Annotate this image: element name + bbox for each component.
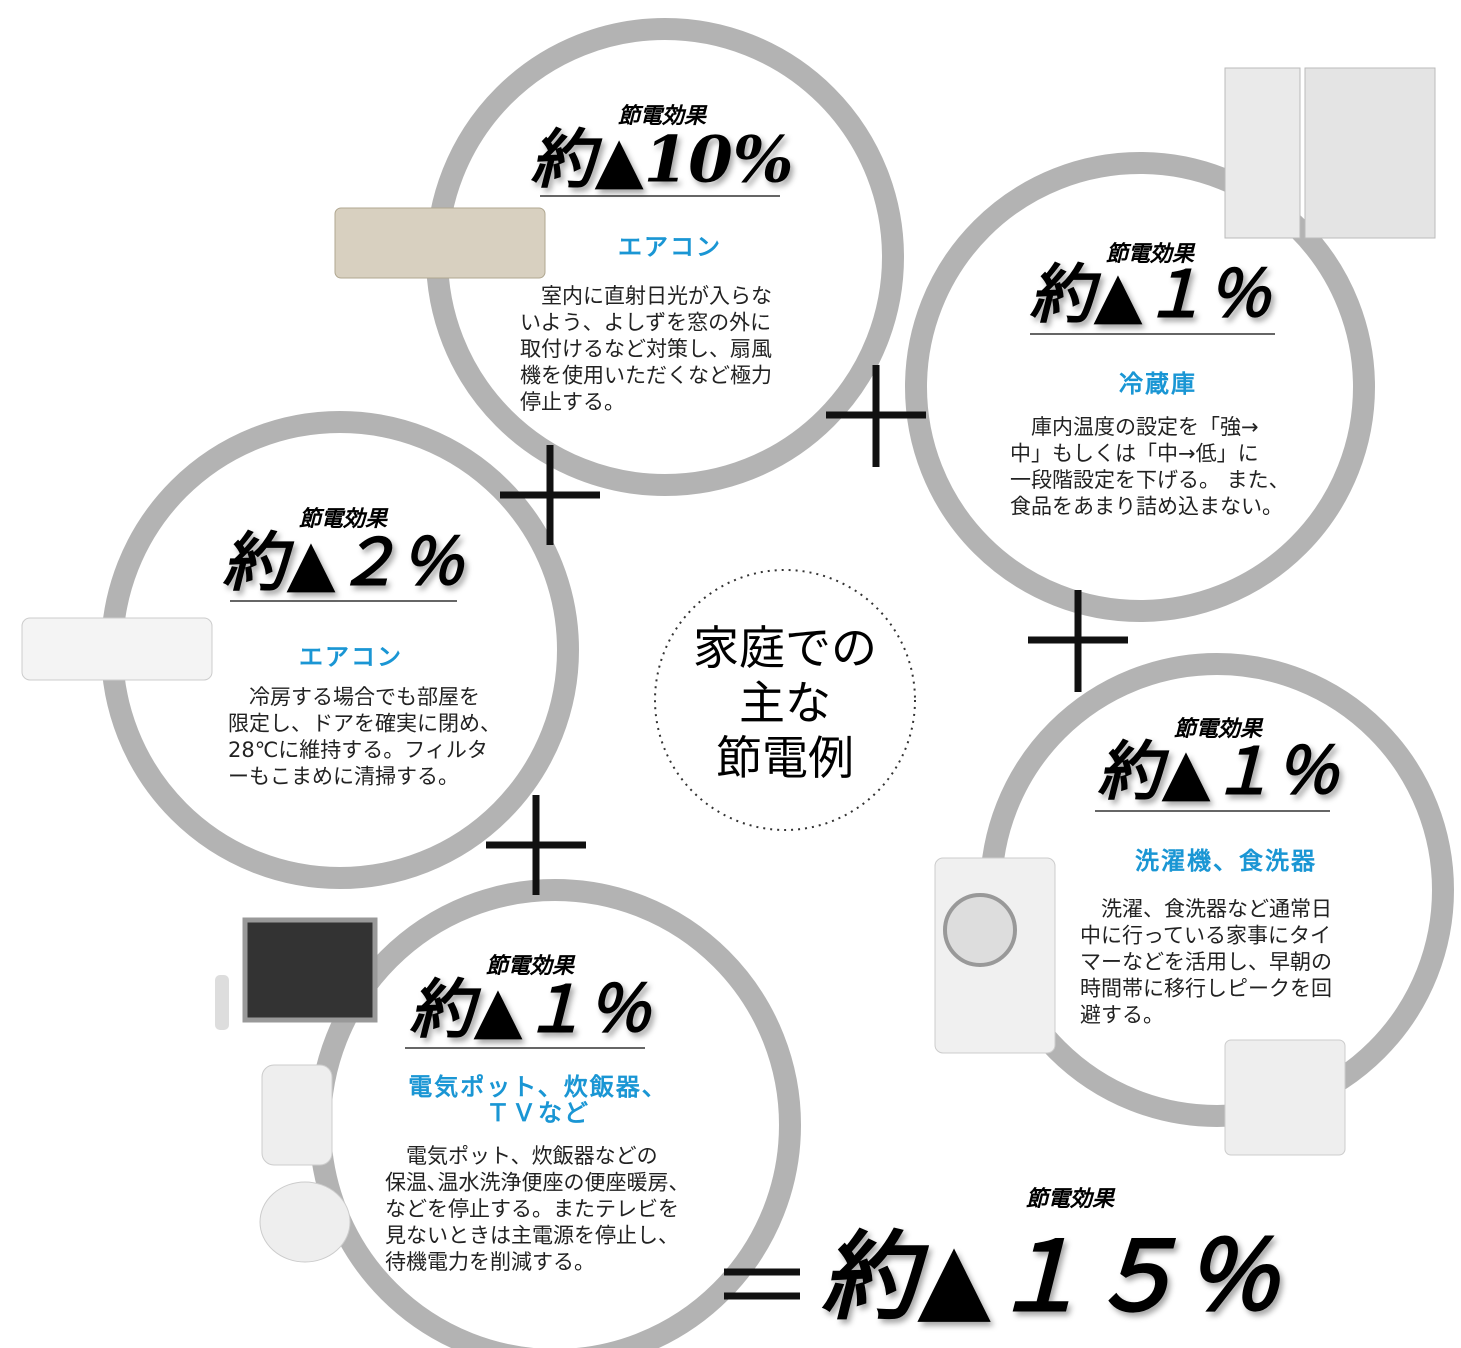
category: 冷蔵庫 [1119,370,1197,398]
category: エアコン [618,233,722,261]
description-line: 限定し、ドアを確実に閉め、 [228,712,501,736]
washer-door [945,895,1015,965]
rice-cooker-image [260,1182,350,1262]
description-line: 中に行っている家事にタイ [1080,924,1331,948]
fridge-image [1225,68,1300,238]
description-line: 電気ポット、炊飯器などの [385,1144,658,1168]
aircon-image [335,208,545,278]
dishwasher-image [1225,1040,1345,1155]
pot-image [262,1065,332,1165]
effect-value: 約▲１％ [409,973,652,1048]
description-line: マーなどを活用し、早朝の [1080,950,1332,974]
remote-image [215,975,229,1030]
effect-value: 約▲２％ [222,526,465,601]
category: 電気ポット、炊飯器、 [408,1073,668,1101]
center-title: 節電例 [716,731,854,785]
description-line: 保温､温水洗浄便座の便座暖房、 [385,1171,690,1195]
category: ＴＶなど [486,1099,590,1127]
aircon-image [22,618,212,680]
description-line: 冷房する場合でも部屋を [228,685,480,709]
effect-value: 約▲10% [530,123,793,198]
category: 洗濯機、食洗器 [1135,847,1317,875]
description-line: 洗濯、食洗器など通常日 [1080,897,1332,921]
description-line: 待機電力を削減する。 [385,1250,595,1274]
description-line: 停止する。 [520,390,625,414]
description-line: 避する。 [1080,1003,1164,1027]
fridge-image [1305,68,1435,238]
effect-value: 約▲１％ [1097,735,1340,810]
effect-value: 約▲１％ [1029,258,1272,333]
description-line: などを停止する。またテレビを [385,1197,679,1221]
center-title: 家庭での [693,621,877,675]
description-line: 時間帯に移行しピークを回 [1080,977,1332,1001]
description-line: ーもこまめに清掃する。 [228,765,459,789]
description-line: 機を使用いただくなど極力 [520,364,772,388]
tv-image [245,920,375,1020]
description-line: 一段階設定を下げる。 また、 [1010,468,1290,492]
description-line: 庫内温度の設定を「強→ [1010,415,1259,439]
total-value: 約▲１５％ [821,1220,1282,1333]
description-line: 食品をあまり詰め込まない。 [1010,495,1283,519]
total-label: 節電効果 [1026,1186,1116,1212]
description-line: 28℃に維持する。フィルタ [228,738,488,762]
description-line: 見ないときは主電源を停止し、 [385,1224,679,1248]
infographic: 節電効果 約▲10% エアコン 室内に直射日光が入らないよう、よしずを窓の外に取付け… [0,0,1461,1348]
center-title: 主な [739,676,831,730]
description-line: 室内に直射日光が入らな [520,284,772,308]
description-line: 取付けるなど対策し、扇風 [520,337,772,361]
category: エアコン [299,643,403,671]
description-line: いよう、よしずを窓の外に [520,311,771,335]
description-line: 中」もしくは「中→低」に [1010,442,1259,466]
